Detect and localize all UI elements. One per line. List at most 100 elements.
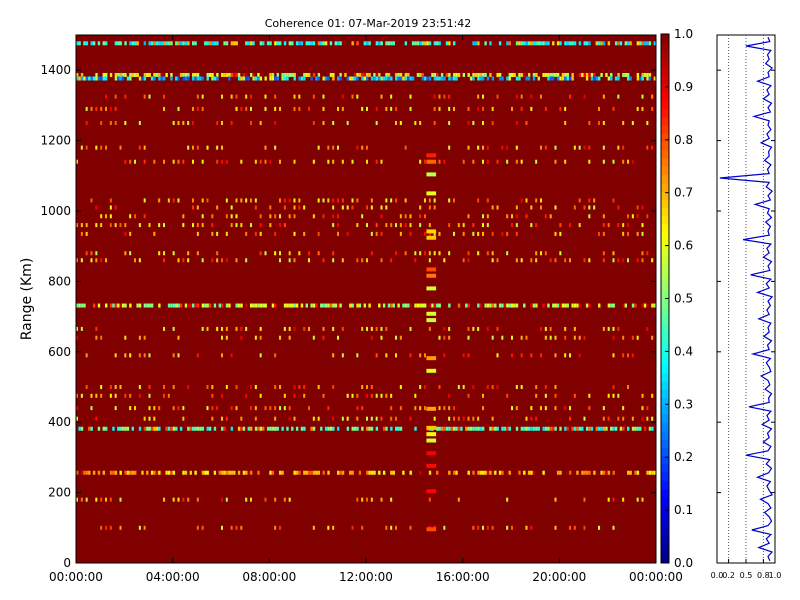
heatmap-cell (477, 525, 480, 530)
heatmap-cell (651, 416, 654, 421)
heatmap-cell (489, 72, 492, 77)
heatmap-cell (143, 72, 147, 77)
heatmap-cell (109, 525, 112, 530)
heatmap-cell (235, 326, 238, 331)
heatmap-cell (351, 198, 354, 203)
heatmap-cell (477, 231, 480, 236)
heatmap-cell (312, 121, 315, 125)
heatmap-cell (100, 393, 103, 398)
heatmap-cell (332, 385, 335, 389)
heatmap-cell (426, 41, 429, 46)
heatmap-cell (450, 76, 453, 81)
heatmap-cell (167, 393, 170, 398)
heatmap-cell (612, 385, 615, 389)
heatmap-cell (361, 326, 364, 331)
heatmap-cell (158, 470, 161, 475)
heatmap-cell (433, 231, 436, 236)
heatmap-cell (631, 121, 634, 125)
heatmap-cell (607, 41, 611, 46)
heatmap-cell (366, 159, 368, 164)
heatmap-cell (83, 303, 86, 308)
heatmap-cell (310, 303, 313, 308)
heatmap-cell (131, 470, 134, 475)
heatmap-cell (105, 72, 108, 77)
heatmap-cell (283, 406, 286, 411)
heatmap-cell (387, 72, 391, 77)
heatmap-cell (469, 426, 473, 431)
colorbar-segment (661, 83, 669, 93)
heatmap-cell (208, 303, 212, 308)
x-tick-label: 08:00:00 (242, 570, 296, 584)
heatmap-cell (627, 258, 629, 263)
heatmap-cell (498, 41, 502, 46)
heatmap-cell (426, 153, 437, 158)
heatmap-cell (578, 353, 581, 358)
heatmap-cell (279, 223, 281, 228)
heatmap-cell (395, 525, 397, 530)
heatmap-cell (252, 41, 255, 46)
heatmap-cell (617, 94, 620, 99)
heatmap-cell (221, 393, 223, 398)
heatmap-cell (281, 72, 284, 77)
heatmap-cell (395, 335, 397, 340)
heatmap-cell (424, 76, 427, 81)
heatmap-cell (283, 72, 287, 77)
heatmap-cell (308, 72, 311, 77)
heatmap-cell (402, 470, 405, 475)
heatmap-cell (515, 205, 518, 210)
heatmap-cell (392, 41, 395, 46)
heatmap-cell (240, 303, 243, 308)
y-tick-label: 1000 (40, 204, 71, 218)
heatmap-cell (196, 72, 200, 77)
heatmap-cell (76, 159, 78, 164)
heatmap-cell (404, 72, 408, 77)
heatmap-cell (201, 214, 204, 219)
heatmap-cell (80, 426, 84, 431)
heatmap-cell (445, 470, 449, 475)
heatmap-cell (196, 303, 200, 308)
heatmap-cell (370, 198, 373, 203)
heatmap-cell (80, 231, 83, 236)
heatmap-cell (375, 72, 379, 77)
x-tick-label: 16:00:00 (436, 570, 490, 584)
heatmap-cell (160, 41, 163, 46)
heatmap-cell (303, 393, 306, 398)
heatmap-cell (622, 72, 625, 77)
heatmap-cell (602, 94, 605, 99)
heatmap-cell (402, 303, 405, 308)
heatmap-cell (179, 72, 183, 77)
heatmap-cell (651, 94, 654, 99)
heatmap-cell (211, 406, 214, 411)
heatmap-cell (230, 353, 233, 358)
heatmap-cell (419, 72, 422, 77)
heatmap-cell (457, 470, 461, 475)
heatmap-cell (564, 106, 567, 111)
heatmap-cell (97, 41, 101, 46)
heatmap-cell (556, 41, 560, 46)
heatmap-cell (542, 426, 545, 431)
heatmap-cell (303, 231, 306, 236)
heatmap-cell (395, 426, 398, 431)
heatmap-cell (192, 159, 194, 164)
heatmap-cell (482, 214, 484, 219)
heatmap-cell (143, 198, 146, 203)
heatmap-cell (426, 489, 437, 494)
heatmap-cell (585, 303, 589, 308)
heatmap-cell (440, 72, 444, 77)
heatmap-cell (322, 258, 325, 263)
heatmap-cell (515, 231, 518, 236)
heatmap-cell (535, 258, 538, 263)
heatmap-cell (211, 258, 214, 263)
heatmap-cell (250, 94, 252, 99)
heatmap-cell (382, 470, 386, 475)
heatmap-cell (129, 41, 132, 46)
heatmap-cell (105, 214, 107, 219)
heatmap-cell (148, 303, 151, 308)
heatmap-cell (211, 231, 214, 236)
heatmap-cell (206, 72, 209, 77)
heatmap-cell (153, 416, 156, 421)
heatmap-cell (305, 72, 308, 77)
heatmap-cell (114, 76, 118, 81)
heatmap-cell (276, 426, 279, 431)
heatmap-cell (153, 231, 156, 236)
